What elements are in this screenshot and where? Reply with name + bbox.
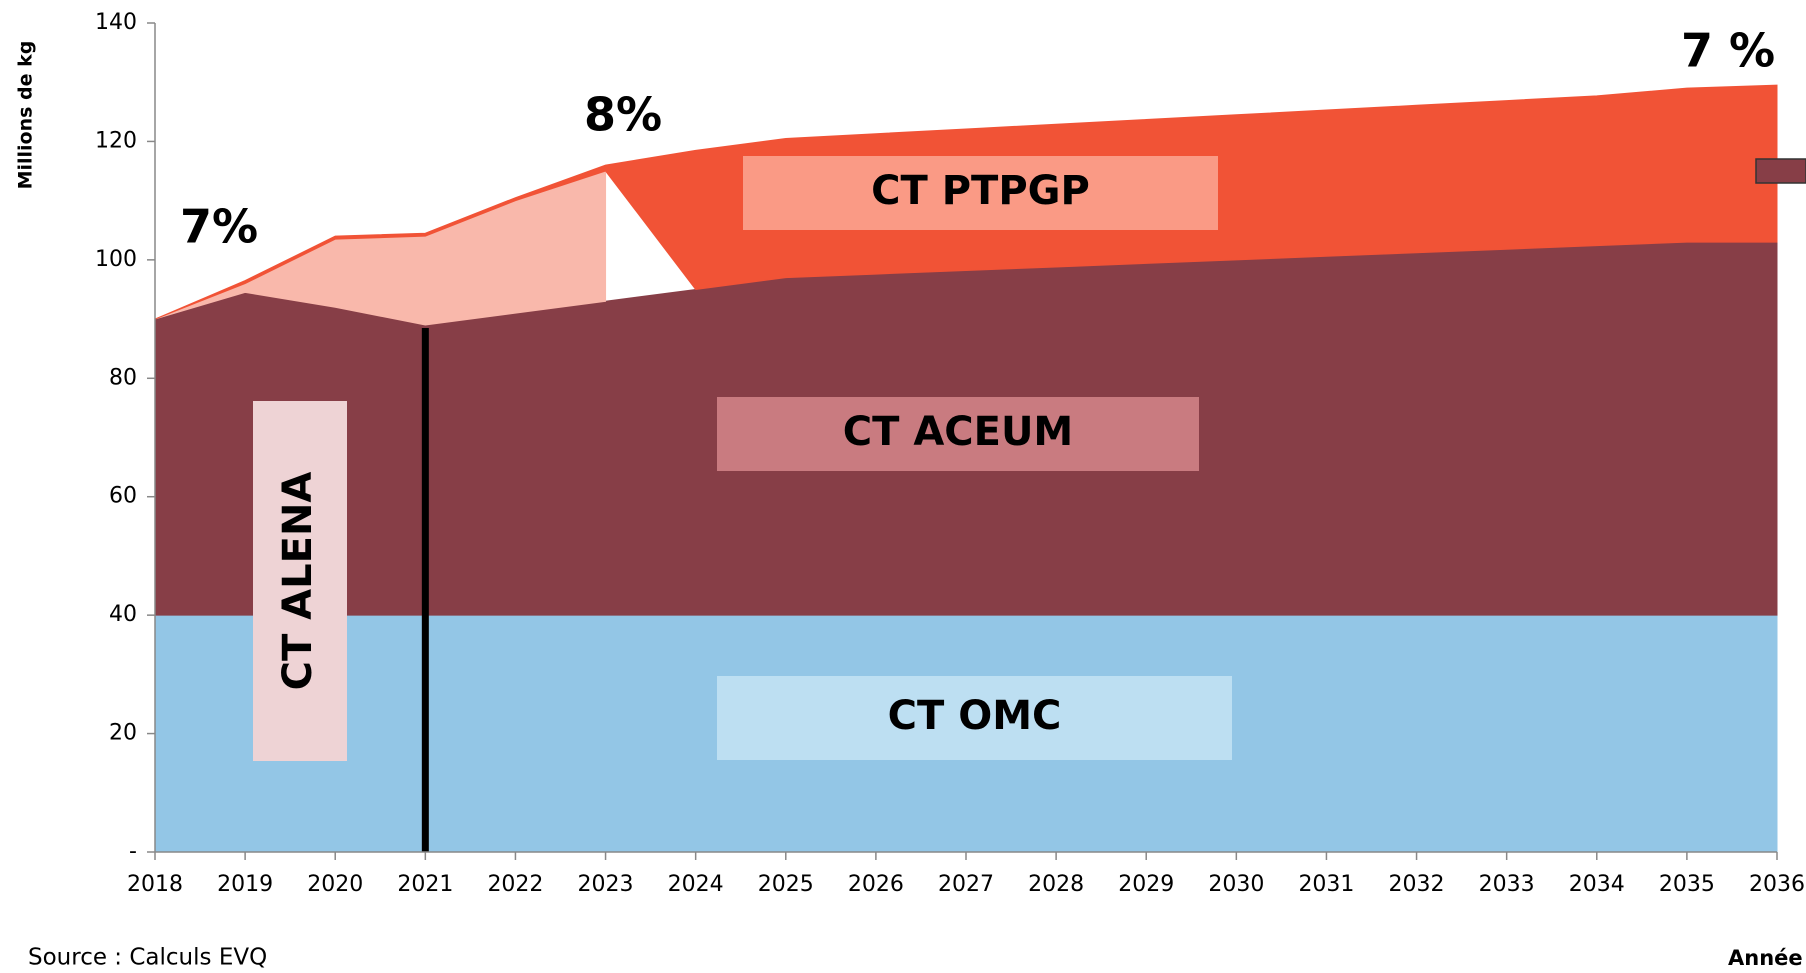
series-label: CT ACEUM — [843, 409, 1074, 455]
y-tick-label: 120 — [95, 128, 137, 153]
x-tick-label: 2030 — [1208, 872, 1264, 897]
label-box — [743, 156, 1218, 230]
x-tick-label: 2032 — [1389, 872, 1445, 897]
x-tick-label: 2027 — [938, 872, 994, 897]
x-tick-label: 2036 — [1749, 872, 1805, 897]
label-box — [253, 401, 347, 761]
series-label: CT ALENA — [275, 472, 321, 691]
annotation: 7 % — [1681, 24, 1775, 78]
y-axis-label: Millions de kg — [15, 41, 37, 190]
x-tick-label: 2033 — [1479, 872, 1535, 897]
y-tick-label: 60 — [109, 484, 137, 509]
label-box — [717, 676, 1232, 760]
y-tick-label: 40 — [109, 602, 137, 627]
x-tick-label: 2018 — [127, 872, 183, 897]
x-tick-label: 2028 — [1028, 872, 1084, 897]
x-tick-label: 2031 — [1298, 872, 1354, 897]
y-tick-label: 140 — [95, 10, 137, 35]
y-tick-label: 20 — [109, 721, 137, 746]
x-tick-label: 2023 — [578, 872, 634, 897]
x-tick-label: 2024 — [668, 872, 724, 897]
x-tick-label: 2026 — [848, 872, 904, 897]
x-tick-label: 2025 — [758, 872, 814, 897]
source: Source : Calculs EVQ — [28, 945, 267, 971]
x-tick-label: 2019 — [217, 872, 273, 897]
x-tick-label: 2029 — [1118, 872, 1174, 897]
y-tick-label: - — [129, 839, 137, 864]
series-label: CT OMC — [888, 693, 1062, 739]
x-tick-label: 2021 — [397, 872, 453, 897]
series-label: CT PTPGP — [871, 168, 1090, 214]
legend-swatch — [1755, 158, 1806, 184]
x-axis-label: Année — [1728, 946, 1803, 970]
x-tick-label: 2022 — [487, 872, 543, 897]
y-tick-label: 100 — [95, 247, 137, 272]
y-tick-label: 80 — [109, 365, 137, 390]
x-tick-label: 2035 — [1659, 872, 1715, 897]
label-box — [717, 397, 1199, 471]
x-tick-label: 2020 — [307, 872, 363, 897]
annotation: 7% — [180, 200, 258, 254]
annotation: 8% — [584, 88, 662, 142]
x-tick-label: 2034 — [1569, 872, 1625, 897]
